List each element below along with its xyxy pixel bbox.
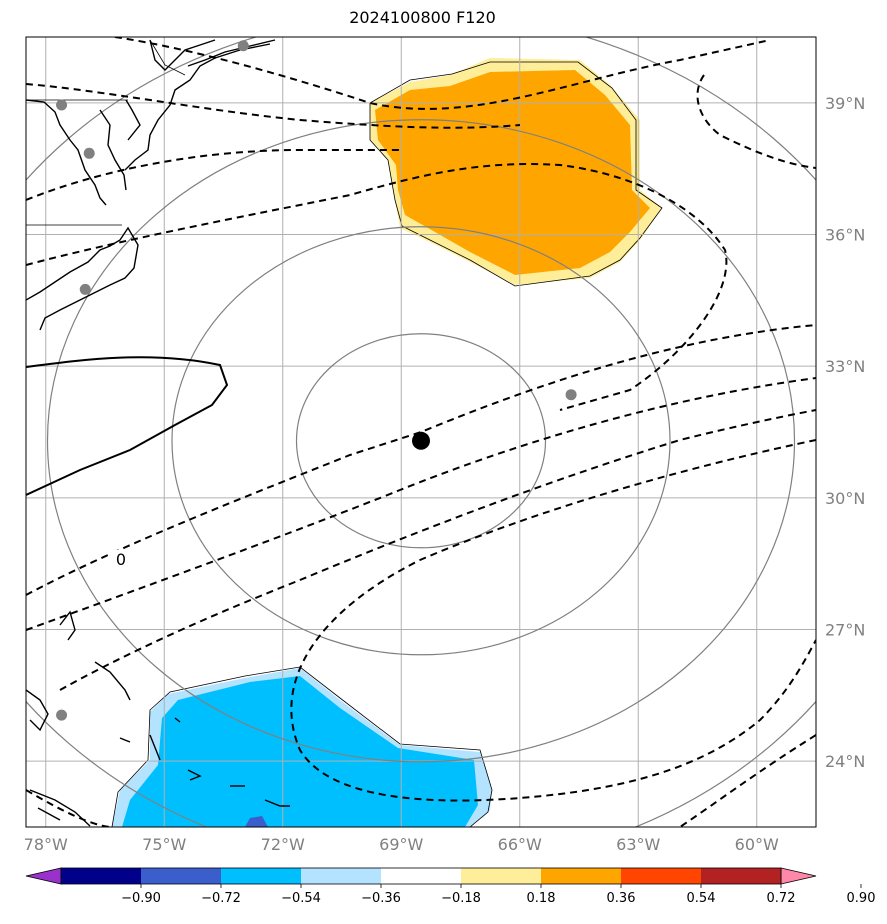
positive-anomaly-area <box>369 58 663 287</box>
latitude-tick-label: 30°N <box>825 489 865 508</box>
colorbar-tick-label: 0.36 <box>607 891 636 906</box>
coastline <box>26 39 290 827</box>
graticule-lines <box>26 37 816 827</box>
latitude-labels: 39°N 36°N 33°N 30°N 27°N 24°N <box>825 94 865 771</box>
range-ring <box>171 226 671 656</box>
colorbar-segment <box>541 868 621 884</box>
longitude-tick-label: 75°W <box>142 835 186 854</box>
longitude-labels: 78°W 75°W 72°W 69°W 66°W 63°W 60°W <box>24 835 779 854</box>
longitude-tick-label: 66°W <box>498 835 542 854</box>
colorbar-tick-label: −0.36 <box>361 891 401 906</box>
state-borders <box>26 39 186 226</box>
negative-anomaly-area <box>111 666 493 827</box>
longitude-tick-label: 60°W <box>735 835 779 854</box>
colorbar-segment <box>61 868 141 884</box>
longitude-tick-label: 78°W <box>24 835 68 854</box>
colorbar-tick-label: −0.90 <box>121 891 161 906</box>
colorbar-segment <box>621 868 701 884</box>
colorbar-outline <box>60 867 782 885</box>
dashed-contours <box>26 37 816 827</box>
range-ring <box>46 119 796 763</box>
latitude-tick-label: 36°N <box>825 226 865 245</box>
latitude-tick-label: 24°N <box>825 752 865 771</box>
map-frame <box>25 36 817 828</box>
colorbar-tick-label: −0.54 <box>281 891 321 906</box>
colorbar-segment <box>461 868 541 884</box>
contour-label: 0 <box>116 550 126 569</box>
range-rings <box>26 37 816 827</box>
colorbar-tick-label: 0.18 <box>527 891 556 906</box>
station-dot <box>56 99 68 111</box>
colorbar-segment <box>301 868 381 884</box>
colorbar: −0.90 −0.72 −0.54 −0.36 −0.18 0.18 0.36 0.54 0.7… <box>25 867 876 906</box>
colorbar-tick-label: −0.72 <box>201 891 241 906</box>
latitude-tick-label: 27°N <box>825 621 865 640</box>
storm-center-marker <box>412 431 430 450</box>
latitude-tick-label: 33°N <box>825 357 865 376</box>
latitude-tick-label: 39°N <box>825 94 865 113</box>
colorbar-tick-label: −0.18 <box>441 891 481 906</box>
colorbar-extend-high <box>780 867 817 885</box>
longitude-tick-label: 69°W <box>379 835 423 854</box>
longitude-tick-label: 63°W <box>616 835 660 854</box>
station-dot <box>83 147 95 159</box>
range-ring <box>295 333 547 549</box>
station-dot <box>237 40 249 52</box>
station-dot <box>565 389 577 401</box>
station-markers <box>56 40 577 721</box>
colorbar-segment <box>221 868 301 884</box>
longitude-tick-label: 72°W <box>261 835 305 854</box>
colorbar-segment <box>381 868 461 884</box>
colorbar-tick-label: 0.54 <box>687 891 716 906</box>
colorbar-segment <box>701 868 781 884</box>
station-dot <box>79 283 91 295</box>
colorbar-extend-low <box>25 867 62 885</box>
station-dot <box>56 709 68 721</box>
map-title: 2024100800 F120 <box>349 8 496 27</box>
contour-label-bg <box>112 550 130 568</box>
colorbar-segment <box>141 868 221 884</box>
colorbar-tick-label: 0.90 <box>847 891 876 906</box>
solid-contour <box>26 356 229 496</box>
colorbar-tick-label: 0.72 <box>767 891 796 906</box>
